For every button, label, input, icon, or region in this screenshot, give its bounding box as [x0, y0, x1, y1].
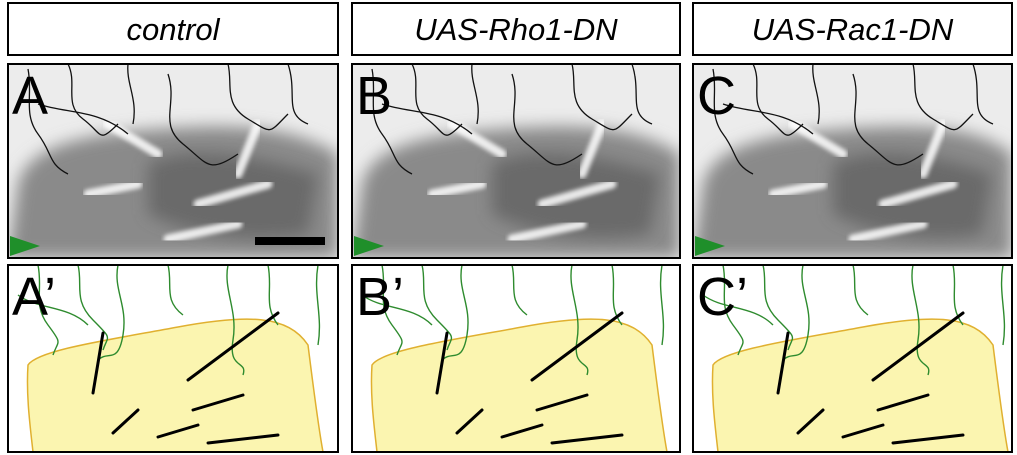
schematic: C’ — [693, 265, 1012, 452]
scale-bar — [255, 237, 325, 245]
panel-label: C — [697, 66, 736, 126]
schematic: A’ — [8, 265, 338, 452]
micrograph: B — [352, 64, 680, 258]
column-header: UAS-Rac1-DN — [752, 12, 954, 47]
panel-label: C’ — [697, 267, 748, 327]
micrograph-content — [8, 64, 338, 258]
column-header: UAS-Rho1-DN — [414, 12, 618, 47]
figure: control A A’ UAS-Rho1-DN B B’ UAS-Rac1-DN C C’ — [0, 0, 1017, 455]
panel-label: B — [356, 66, 392, 126]
micrograph: A — [8, 64, 338, 258]
micrograph: C — [693, 64, 1012, 258]
schematic: B’ — [352, 265, 680, 452]
micrograph-content — [693, 64, 1012, 258]
panel-label: B’ — [356, 267, 404, 327]
micrograph-content — [352, 64, 680, 258]
schematic-content — [8, 265, 338, 452]
panel-label: A — [12, 66, 48, 126]
column-header: control — [126, 12, 220, 47]
panel-label: A’ — [12, 267, 56, 327]
page: controlAA’UAS-Rho1-DNBB’UAS-Rac1-DNCC’ (… — [0, 0, 1017, 455]
